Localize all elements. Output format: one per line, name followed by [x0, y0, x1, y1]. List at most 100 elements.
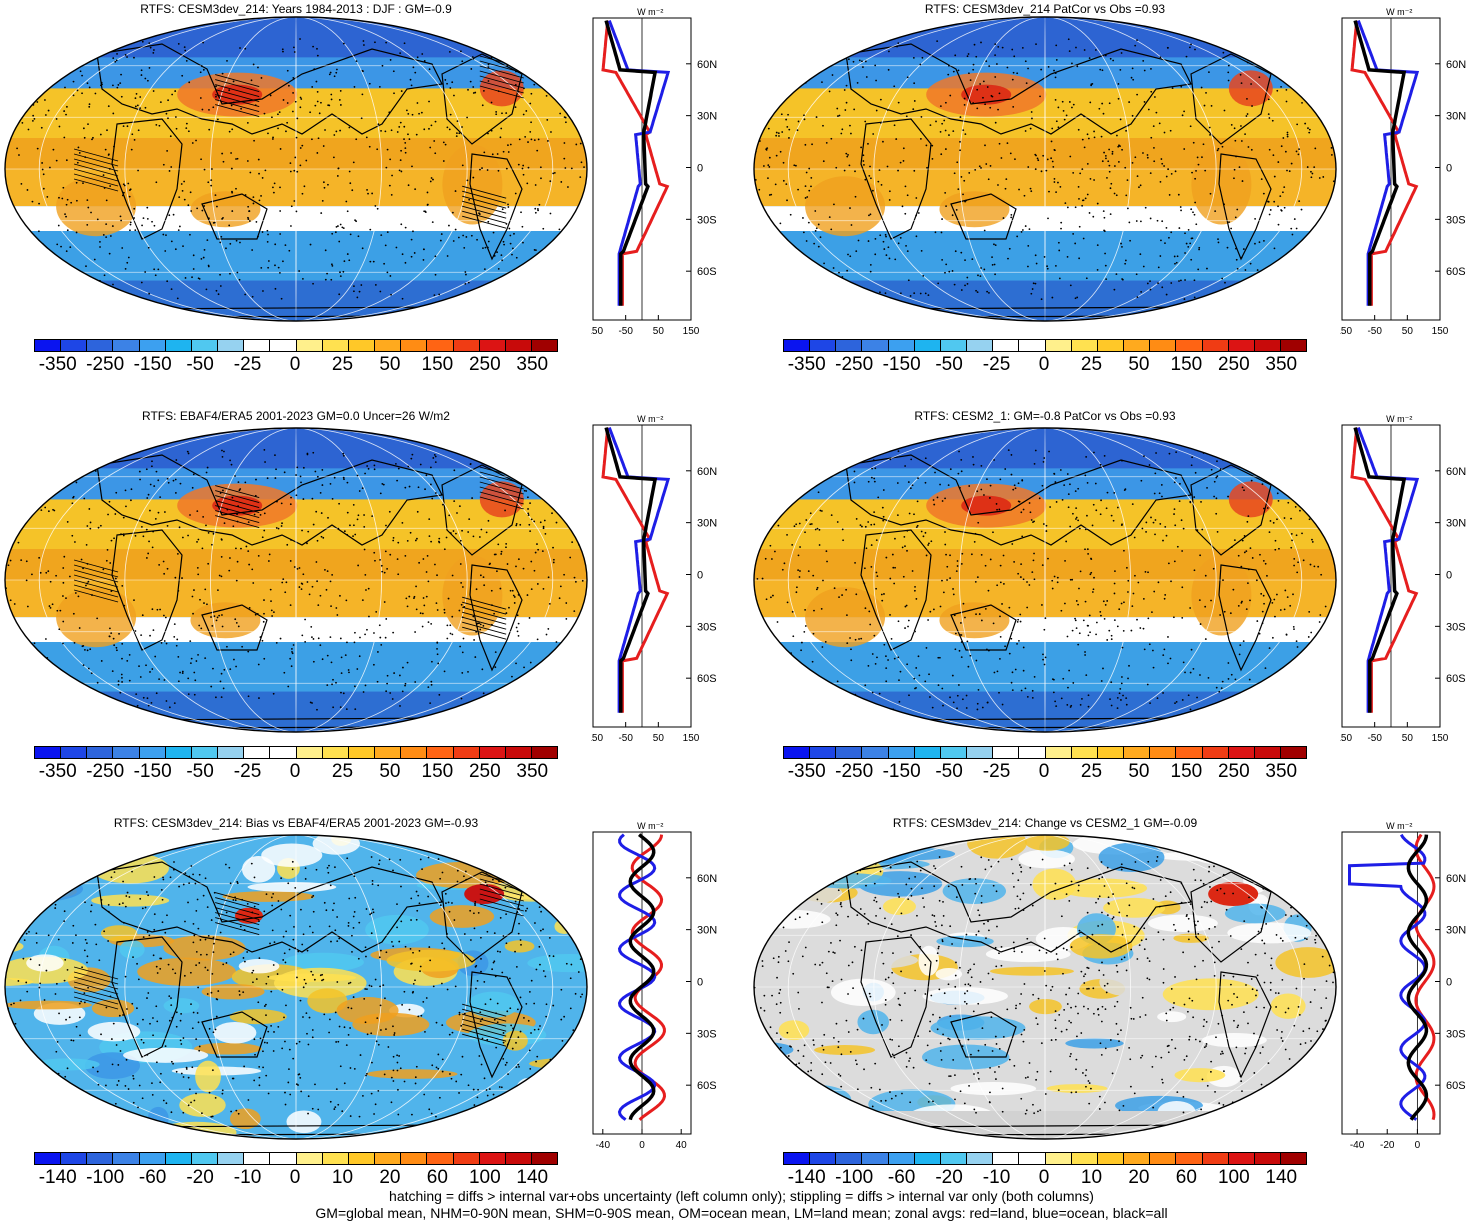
- zonal-curve-e61e1e: [601, 20, 670, 306]
- colorbar-swatch: [862, 747, 889, 758]
- colorbar-tick-label: 0: [289, 1167, 301, 1188]
- zonal-curve-000: [1406, 834, 1429, 1121]
- zonal-lat-label: 30S: [697, 214, 717, 226]
- colorbar-tick-label: 0: [1038, 354, 1050, 375]
- colorbar-tick-label: -50: [935, 354, 963, 375]
- zonal-lat-label: 60N: [697, 466, 717, 478]
- colorbar-swatch: [1176, 340, 1203, 351]
- colorbar-swatch: [244, 747, 271, 758]
- zonal-curve-000: [1353, 427, 1407, 713]
- colorbar-labels-2: -350 -250 -150 -50 -25 0 25 50 150 250 350: [783, 354, 1305, 376]
- colorbar-swatch: [113, 747, 140, 758]
- colorbar-swatch: [375, 340, 402, 351]
- colorbar-swatch: [139, 1153, 166, 1164]
- colorbar-swatch: [940, 747, 968, 758]
- zonal-xtick-label: -50: [618, 326, 633, 337]
- colorbar-swatch: [427, 1153, 454, 1164]
- colorbar-swatch: [1045, 1153, 1072, 1164]
- colorbar-swatch: [322, 1153, 349, 1164]
- colorbar-swatch: [218, 1153, 245, 1164]
- colorbar-tick-label: -250: [835, 354, 874, 375]
- colorbar-swatch: [1280, 340, 1307, 351]
- colorbar-tick-label: 50: [379, 354, 401, 375]
- map-panel-4: [753, 427, 1337, 733]
- colorbar-swatch: [87, 1153, 114, 1164]
- colorbar-tick-label: 100: [468, 1167, 501, 1188]
- colorbar-swatch: [270, 747, 297, 758]
- colorbar-swatch: [375, 747, 402, 758]
- zonal-xtick-label: 50: [1402, 733, 1414, 744]
- colorbar-tick-label: -100: [835, 1167, 874, 1188]
- colorbar-tick-label: -350: [787, 354, 826, 375]
- colorbar-tick-label: -25: [233, 761, 262, 782]
- colorbar-swatch: [165, 747, 192, 758]
- colorbar-tick-label: 50: [379, 761, 401, 782]
- colorbar-swatch: [967, 1153, 994, 1164]
- zonal-lat-label: 0: [1446, 569, 1452, 581]
- colorbar-swatch: [1176, 747, 1203, 758]
- colorbar-tick-label: -60: [887, 1167, 916, 1188]
- colorbar-tick-label: 25: [331, 761, 354, 782]
- colorbar-swatch: [862, 1153, 889, 1164]
- zonal-xtick-label: -40: [1350, 1140, 1365, 1151]
- panel-title-5: RTFS: CESM3dev_214: Bias vs EBAF4/ERA5 2…: [113, 816, 479, 830]
- zonal-xtick-label: 50: [1402, 326, 1414, 337]
- colorbar-swatch: [218, 340, 245, 351]
- colorbar-tick-label: 50: [1128, 761, 1150, 782]
- colorbar-swatch: [1019, 340, 1046, 351]
- zonal-xtick-label: 0: [1415, 1140, 1421, 1151]
- colorbar-swatch: [244, 1153, 271, 1164]
- colorbar-tick-label: 150: [1170, 354, 1203, 375]
- zonal-mean-plot-2: W m⁻² -150 -50 50 150 60N 30N 0 30S 60S: [1340, 7, 1466, 337]
- colorbar-swatch: [270, 1153, 297, 1164]
- colorbar-swatch: [375, 1153, 402, 1164]
- zonal-lat-label: 60S: [697, 673, 717, 685]
- colorbar-swatch: [191, 1153, 219, 1164]
- map-panel-3: [4, 427, 588, 733]
- colorbar-swatch: [427, 747, 454, 758]
- colorbar-swatch: [967, 747, 994, 758]
- colorbar-tick-label: -250: [86, 761, 125, 782]
- colorbar-swatch: [87, 747, 114, 758]
- colorbar-tick-label: 150: [421, 354, 454, 375]
- colorbar-swatch: [1124, 340, 1151, 351]
- colorbar-tick-label: 0: [289, 761, 301, 782]
- colorbar-swatch: [862, 340, 889, 351]
- panel-title-2: RTFS: CESM3dev_214 PatCor vs Obs =0.93: [924, 2, 1166, 16]
- zonal-lat-label: 60S: [697, 266, 717, 278]
- panel-title-6: RTFS: CESM3dev_214: Change vs CESM2_1 GM…: [892, 816, 1198, 830]
- colorbar-tick-label: -150: [133, 761, 172, 782]
- colorbar-swatch: [836, 340, 863, 351]
- zonal-lat-label: 30S: [1446, 214, 1466, 226]
- colorbar-tick-label: -150: [882, 354, 921, 375]
- colorbar-tick-label: -150: [133, 354, 172, 375]
- colorbar-swatch: [348, 1153, 376, 1164]
- zonal-curve-000: [1353, 20, 1407, 306]
- colorbar-tick-label: 150: [1170, 761, 1203, 782]
- colorbar-swatch: [784, 747, 811, 758]
- footer-note-1: hatching = diffs > internal var+obs unce…: [389, 1188, 1094, 1204]
- colorbar-tick-label: -20: [935, 1167, 963, 1188]
- colorbar-tick-label: 25: [1080, 354, 1103, 375]
- colorbar-swatch: [914, 340, 941, 351]
- map-panel-2: [753, 16, 1337, 322]
- colorbar-swatch: [296, 1153, 323, 1164]
- zonal-curve-000: [604, 427, 658, 713]
- colorbar-6: [783, 1152, 1307, 1165]
- zonal-lat-label: 60N: [697, 873, 717, 885]
- colorbar-tick-label: -350: [38, 761, 77, 782]
- colorbar-swatch: [1228, 340, 1255, 351]
- colorbar-swatch: [1045, 340, 1072, 351]
- colorbar-5: [34, 1152, 558, 1165]
- colorbar-swatch: [1045, 747, 1072, 758]
- colorbar-swatch: [1176, 1153, 1203, 1164]
- colorbar-swatch: [531, 747, 558, 758]
- colorbar-swatch: [1280, 1153, 1307, 1164]
- zonal-curve-e61e1e: [601, 427, 670, 713]
- colorbar-swatch: [531, 340, 558, 351]
- colorbar-swatch: [1071, 1153, 1098, 1164]
- colorbar-tick-label: -50: [186, 761, 214, 782]
- colorbar-swatch: [784, 340, 811, 351]
- zonal-mean-plot-6: W m⁻² -40 -20 0 60N 30N 0 30S 60S: [1341, 821, 1466, 1151]
- colorbar-swatch: [784, 1153, 811, 1164]
